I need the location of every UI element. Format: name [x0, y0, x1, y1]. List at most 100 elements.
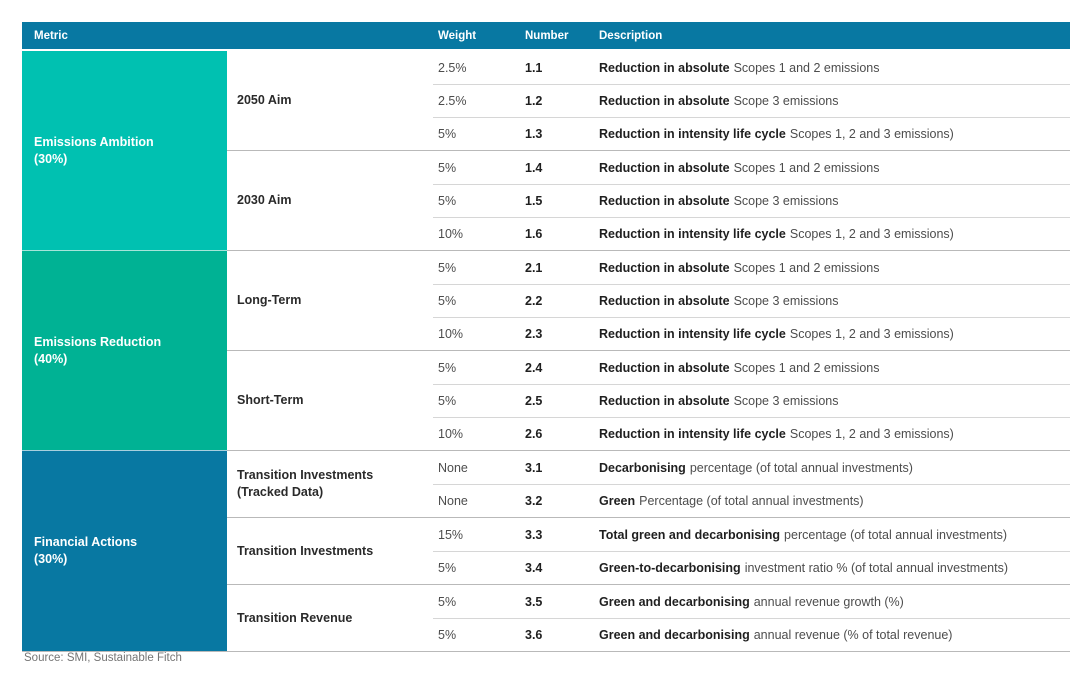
- number-value: 3.1: [525, 460, 543, 475]
- metrics-table: Metric Weight Number Description Emissio…: [22, 22, 1070, 652]
- table-header-row: Metric Weight Number Description: [22, 22, 1070, 51]
- metric-cell-emissions-reduction: Emissions Reduction (40%): [22, 250, 227, 450]
- description-value: Reduction in absolute Scope 3 emissions: [599, 394, 839, 408]
- weight-value: None: [438, 460, 468, 475]
- table-row: 10% 2.3 Reduction in intensity life cycl…: [433, 317, 1070, 350]
- submetric-label: 2030 Aim: [237, 193, 292, 207]
- number-value: 1.4: [525, 160, 543, 175]
- weight-value: 10%: [438, 327, 464, 341]
- number-value: 3.3: [525, 527, 543, 542]
- description-value: Green and decarbonising annual revenue gr…: [599, 594, 904, 609]
- number-value: 1.6: [525, 227, 543, 241]
- table-row: 2.5% 1.1 Reduction in absolute Scopes 1 a…: [433, 51, 1070, 84]
- number-value: 2.3: [525, 327, 543, 341]
- table-row: None 3.2 Green Percentage (of total annua…: [433, 484, 1070, 517]
- submetric-label: Long-Term: [237, 293, 302, 307]
- subgroup-long-term: Long-Term 5% 2.1 Reduction in absolute Sc…: [227, 251, 1070, 350]
- submetric-label: Transition Investments (Tracked Data): [237, 468, 374, 499]
- weight-value: 5%: [438, 127, 457, 141]
- submetric-label: Short-Term: [237, 393, 304, 407]
- weight-value: 5%: [438, 260, 457, 275]
- table-row: 5% 2.1 Reduction in absolute Scopes 1 and…: [433, 251, 1070, 284]
- table-row: 5% 2.2 Reduction in absolute Scope 3 emis…: [433, 284, 1070, 317]
- section-emissions-ambition: Emissions Ambition (30%) 2050 Aim 2.5% 1…: [22, 51, 1070, 250]
- metric-weight-share: (40%): [34, 351, 68, 366]
- column-header-description: Description: [599, 29, 663, 42]
- subgroup-short-term: Short-Term 5% 2.4 Reduction in absolute S…: [227, 350, 1070, 450]
- number-value: 1.5: [525, 194, 543, 208]
- table-row: 10% 2.6 Reduction in intensity life cycl…: [433, 417, 1070, 450]
- weight-value: 5%: [438, 394, 457, 408]
- description-value: Reduction in absolute Scopes 1 and 2 emis…: [599, 360, 880, 375]
- description-value: Reduction in intensity life cycle Scopes …: [599, 127, 954, 141]
- weight-value: 5%: [438, 160, 457, 175]
- description-value: Reduction in absolute Scope 3 emissions: [599, 94, 839, 108]
- number-value: 2.5: [525, 394, 543, 408]
- subgroup-transition-investments-tracked: Transition Investments (Tracked Data) No…: [227, 451, 1070, 517]
- table-row: 10% 1.6 Reduction in intensity life cycl…: [433, 217, 1070, 250]
- description-value: Reduction in absolute Scopes 1 and 2 emis…: [599, 260, 880, 275]
- weight-value: None: [438, 494, 468, 508]
- table-row: 5% 1.4 Reduction in absolute Scopes 1 and…: [433, 151, 1070, 184]
- description-value: Green Percentage (of total annual investm…: [599, 494, 864, 508]
- description-value: Reduction in intensity life cycle Scopes …: [599, 327, 954, 341]
- number-value: 1.3: [525, 127, 543, 141]
- weight-value: 2.5%: [438, 60, 467, 75]
- table-row: 5% 2.5 Reduction in absolute Scope 3 emis…: [433, 384, 1070, 417]
- source-attribution: Source: SMI, Sustainable Fitch: [24, 652, 182, 664]
- metric-cell-emissions-ambition: Emissions Ambition (30%): [22, 51, 227, 250]
- metric-weight-share: (30%): [34, 552, 68, 566]
- table-row: 5% 3.6 Green and decarbonising annual rev…: [433, 618, 1070, 651]
- table-row: 5% 1.3 Reduction in intensity life cycle…: [433, 117, 1070, 150]
- subgroup-transition-revenue: Transition Revenue 5% 3.5 Green and deca…: [227, 584, 1070, 651]
- description-value: Reduction in absolute Scopes 1 and 2 emis…: [599, 160, 880, 175]
- description-value: Green-to-decarbonising investment ratio %…: [599, 561, 1009, 575]
- submetric-label: Transition Investments: [237, 543, 374, 558]
- weight-value: 15%: [438, 527, 464, 542]
- number-value: 1.1: [525, 60, 543, 75]
- subgroup-2030-aim: 2030 Aim 5% 1.4 Reduction in absolute Sco…: [227, 150, 1070, 250]
- table-row: 2.5% 1.2 Reduction in absolute Scope 3 em…: [433, 84, 1070, 117]
- number-value: 3.5: [525, 594, 543, 609]
- column-header-weight: Weight: [438, 29, 477, 42]
- weight-value: 5%: [438, 194, 457, 208]
- metric-name: Emissions Reduction: [34, 334, 162, 349]
- metric-cell-financial-actions: Financial Actions (30%): [22, 450, 227, 651]
- weight-value: 10%: [438, 227, 464, 241]
- description-value: Reduction in absolute Scopes 1 and 2 emis…: [599, 60, 880, 75]
- subgroup-2050-aim: 2050 Aim 2.5% 1.1 Reduction in absolute S…: [227, 51, 1070, 150]
- table-row: 5% 1.5 Reduction in absolute Scope 3 emis…: [433, 184, 1070, 217]
- description-value: Reduction in absolute Scope 3 emissions: [599, 294, 839, 308]
- description-value: Total green and decarbonising percentage …: [599, 527, 1008, 542]
- table-row: None 3.1 Decarbonising percentage (of tot…: [433, 451, 1070, 484]
- table-row: 5% 2.4 Reduction in absolute Scopes 1 and…: [433, 351, 1070, 384]
- number-value: 3.4: [525, 561, 543, 575]
- metric-weight-share: (30%): [34, 151, 68, 166]
- description-value: Reduction in intensity life cycle Scopes …: [599, 427, 954, 441]
- weight-value: 5%: [438, 594, 457, 609]
- number-value: 2.6: [525, 427, 543, 441]
- number-value: 2.4: [525, 360, 543, 375]
- column-header-number: Number: [525, 29, 569, 42]
- weight-value: 5%: [438, 360, 457, 375]
- description-value: Green and decarbonising annual revenue (%…: [599, 628, 953, 642]
- weight-value: 10%: [438, 427, 464, 441]
- description-value: Reduction in intensity life cycle Scopes …: [599, 227, 954, 241]
- subgroup-transition-investments: Transition Investments 15% 3.3 Total gre…: [227, 517, 1070, 584]
- description-value: Reduction in absolute Scope 3 emissions: [599, 194, 839, 208]
- weight-value: 5%: [438, 628, 457, 642]
- metric-name: Financial Actions: [34, 535, 138, 549]
- weight-value: 2.5%: [438, 94, 467, 108]
- description-value: Decarbonising percentage (of total annual…: [599, 460, 913, 475]
- weight-value: 5%: [438, 561, 457, 575]
- number-value: 1.2: [525, 94, 543, 108]
- table-row: 5% 3.5 Green and decarbonising annual rev…: [433, 585, 1070, 618]
- number-value: 3.2: [525, 494, 543, 508]
- section-financial-actions: Financial Actions (30%) Transition Inves…: [22, 450, 1070, 651]
- weight-value: 5%: [438, 294, 457, 308]
- section-emissions-reduction: Emissions Reduction (40%) Long-Term 5% 2…: [22, 250, 1070, 450]
- submetric-label: Transition Revenue: [237, 610, 353, 625]
- metric-name: Emissions Ambition: [34, 134, 154, 149]
- submetric-label: 2050 Aim: [237, 93, 292, 107]
